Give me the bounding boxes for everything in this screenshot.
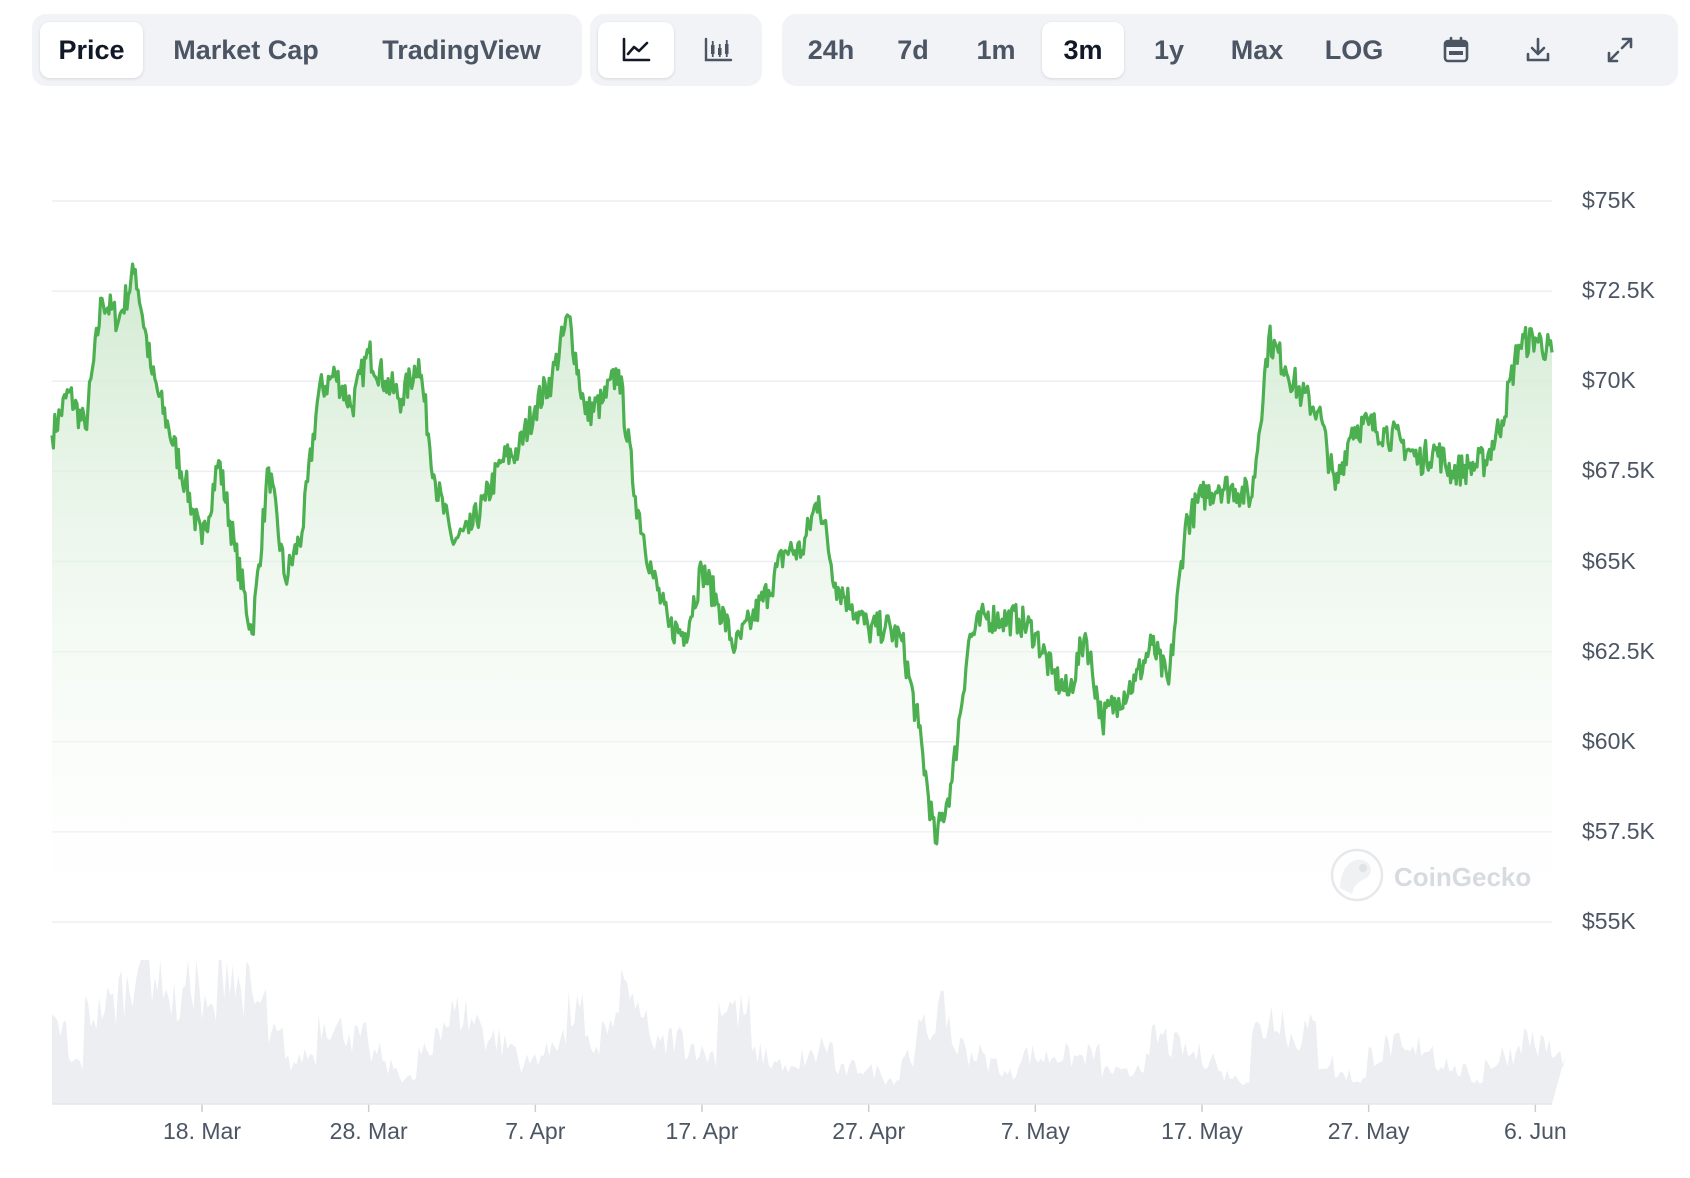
expand-icon <box>1606 36 1634 64</box>
y-tick-label: $55K <box>1582 908 1636 934</box>
range-max-button[interactable]: Max <box>1214 22 1300 78</box>
chart-type-group <box>590 14 762 86</box>
x-tick-label: 17. May <box>1161 1118 1243 1144</box>
log-scale-label: LOG <box>1324 34 1384 65</box>
tab-price-label: Price <box>58 34 125 65</box>
x-tick-label: 6. Jun <box>1504 1118 1567 1144</box>
range-1y-button[interactable]: 1y <box>1132 22 1206 78</box>
volume-area <box>52 960 1566 1104</box>
range-1y-label: 1y <box>1153 34 1185 65</box>
x-tick-label: 28. Mar <box>329 1118 408 1144</box>
line-chart-button[interactable] <box>598 22 674 78</box>
candlestick-chart-button[interactable] <box>680 22 756 78</box>
candlestick-chart-icon <box>703 37 733 63</box>
y-tick-label: $57.5K <box>1582 817 1655 844</box>
coingecko-watermark: CoinGecko <box>1330 848 1531 907</box>
range-3m-button[interactable]: 3m <box>1042 22 1124 78</box>
price-line <box>50 262 1554 846</box>
tab-tradingview-label: TradingView <box>382 34 541 65</box>
x-tick-label: 7. Apr <box>505 1118 566 1144</box>
range-24h-button[interactable]: 24h <box>794 22 868 78</box>
download-button[interactable] <box>1506 22 1570 78</box>
y-tick-label: $65K <box>1582 547 1636 574</box>
x-tick-label: 17. Apr <box>665 1118 739 1144</box>
fullscreen-button[interactable] <box>1588 22 1652 78</box>
x-tick-label: 7. May <box>1000 1118 1070 1144</box>
y-tick-label: $62.5K <box>1582 637 1655 664</box>
x-tick-label: 27. May <box>1327 1118 1410 1144</box>
y-tick-label: $60K <box>1582 727 1636 754</box>
y-tick-label: $75K <box>1582 187 1636 213</box>
x-tick-label: 27. Apr <box>832 1118 906 1144</box>
line-chart-icon <box>621 37 651 63</box>
range-3m-label: 3m <box>1063 34 1103 65</box>
tab-market-cap-label: Market Cap <box>173 34 319 65</box>
calendar-button[interactable] <box>1424 22 1488 78</box>
range-1m-button[interactable]: 1m <box>958 22 1034 78</box>
log-scale-button[interactable]: LOG <box>1308 22 1400 78</box>
range-7d-button[interactable]: 7d <box>876 22 950 78</box>
range-24h-label: 24h <box>807 34 855 65</box>
y-tick-label: $67.5K <box>1582 457 1655 484</box>
metric-tab-group: Price Market Cap TradingView <box>32 14 582 86</box>
range-1m-label: 1m <box>976 34 1016 65</box>
tab-market-cap[interactable]: Market Cap <box>151 22 341 78</box>
range-max-label: Max <box>1230 34 1284 65</box>
gecko-logo-icon <box>1330 848 1384 907</box>
x-tick-label: 18. Mar <box>163 1118 241 1144</box>
range-toolbar: 24h 7d 1m 3m 1y Max LOG <box>782 14 1678 86</box>
tab-price[interactable]: Price <box>40 22 143 78</box>
tab-tradingview[interactable]: TradingView <box>349 22 574 78</box>
watermark-text: CoinGecko <box>1394 862 1532 892</box>
y-tick-label: $72.5K <box>1582 277 1655 304</box>
calendar-icon <box>1442 36 1470 64</box>
download-icon <box>1524 36 1552 64</box>
price-area-fill <box>52 264 1552 923</box>
y-tick-label: $70K <box>1582 367 1636 394</box>
range-7d-label: 7d <box>897 34 929 65</box>
